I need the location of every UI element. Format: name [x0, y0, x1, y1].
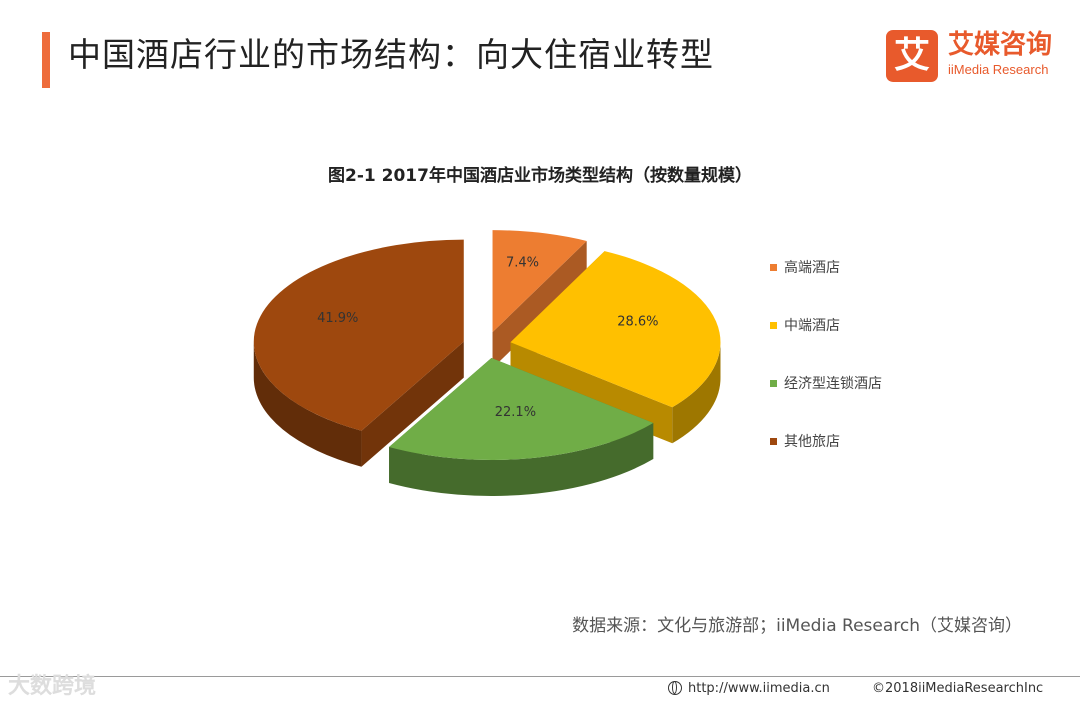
- page-title: 中国酒店行业的市场结构：向大住宿业转型: [68, 35, 714, 74]
- pie-slice-side: [672, 342, 721, 444]
- legend-swatch: [770, 322, 777, 329]
- logo-mark-icon: 艾: [886, 30, 938, 82]
- footer-url-text: http://www.iimedia.cn: [688, 681, 830, 696]
- pie-slice-cut-face: [492, 240, 587, 369]
- legend-item[interactable]: 经济型连锁酒店: [770, 374, 970, 432]
- chart-title: 图2-1 2017年中国酒店业市场类型结构（按数量规模）: [328, 166, 752, 186]
- watermark: 大数跨境: [8, 674, 97, 699]
- brand-logo[interactable]: 艾 艾媒咨询 iiMedia Research: [886, 30, 1066, 84]
- legend-swatch: [770, 380, 777, 387]
- legend-item[interactable]: 高端酒店: [770, 258, 970, 316]
- pie-slice[interactable]: [492, 230, 587, 333]
- data-source-note: 数据来源：文化与旅游部；iiMedia Research（艾媒咨询）: [572, 616, 1022, 636]
- legend-item[interactable]: 中端酒店: [770, 316, 970, 374]
- pie-slice[interactable]: [510, 251, 721, 408]
- pie-data-label: 28.6%: [617, 314, 658, 329]
- pie-slice-side: [389, 422, 654, 496]
- pie-data-label: 41.9%: [317, 311, 358, 326]
- legend-label: 中端酒店: [784, 318, 840, 334]
- legend-label: 其他旅店: [784, 434, 840, 450]
- legend-swatch: [770, 264, 777, 271]
- pie-data-label: 7.4%: [506, 256, 539, 271]
- pie-data-label: 22.1%: [495, 405, 536, 420]
- globe-icon: [668, 681, 682, 695]
- legend-swatch: [770, 438, 777, 445]
- logo-name-en: iiMedia Research: [948, 62, 1049, 77]
- chart-legend: 高端酒店 中端酒店 经济型连锁酒店 其他旅店: [770, 258, 970, 490]
- legend-label: 高端酒店: [784, 260, 840, 276]
- legend-label: 经济型连锁酒店: [784, 376, 882, 392]
- pie-slice[interactable]: [389, 357, 654, 460]
- pie-slice-side: [253, 341, 362, 467]
- footer-divider: [0, 676, 1080, 677]
- pie-slice-cut-face: [361, 341, 464, 467]
- footer-copyright: ©2018iiMediaResearchInc: [872, 681, 1044, 696]
- pie-slice[interactable]: [253, 239, 464, 431]
- logo-name-cn: 艾媒咨询: [948, 30, 1053, 60]
- title-accent-bar: [42, 32, 50, 88]
- footer-website-link[interactable]: http://www.iimedia.cn: [668, 680, 830, 698]
- legend-item[interactable]: 其他旅店: [770, 432, 970, 490]
